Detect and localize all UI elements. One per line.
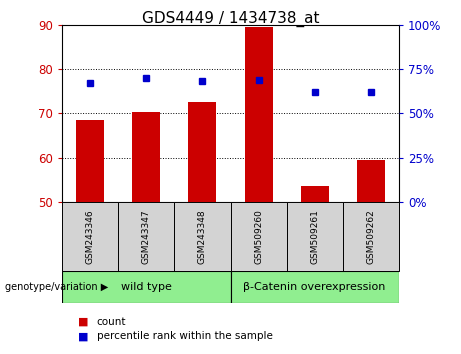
Bar (230, 271, 399, 303)
Text: GSM243348: GSM243348 (198, 209, 207, 264)
Text: genotype/variation ▶: genotype/variation ▶ (5, 282, 108, 292)
Text: percentile rank within the sample: percentile rank within the sample (97, 331, 273, 341)
Bar (62, 271, 230, 303)
Text: ■: ■ (78, 331, 89, 341)
Bar (230, 202, 287, 271)
Bar (189, 102, 217, 202)
Text: GSM243347: GSM243347 (142, 209, 151, 264)
Bar (62, 202, 118, 271)
Text: GDS4449 / 1434738_at: GDS4449 / 1434738_at (142, 11, 319, 27)
Text: count: count (97, 317, 126, 327)
Text: GSM509260: GSM509260 (254, 209, 263, 264)
Bar (357, 160, 385, 202)
Bar (132, 113, 160, 202)
Bar (287, 202, 343, 271)
Text: wild type: wild type (121, 282, 172, 292)
Bar (174, 202, 230, 271)
Text: β-Catenin overexpression: β-Catenin overexpression (243, 282, 386, 292)
Text: GSM243346: GSM243346 (86, 209, 95, 264)
Text: ■: ■ (78, 317, 89, 327)
Bar (118, 202, 174, 271)
Bar (76, 120, 104, 202)
Bar (244, 27, 272, 202)
Bar (301, 186, 329, 202)
Bar (343, 202, 399, 271)
Text: GSM509261: GSM509261 (310, 209, 319, 264)
Text: GSM509262: GSM509262 (366, 209, 375, 264)
